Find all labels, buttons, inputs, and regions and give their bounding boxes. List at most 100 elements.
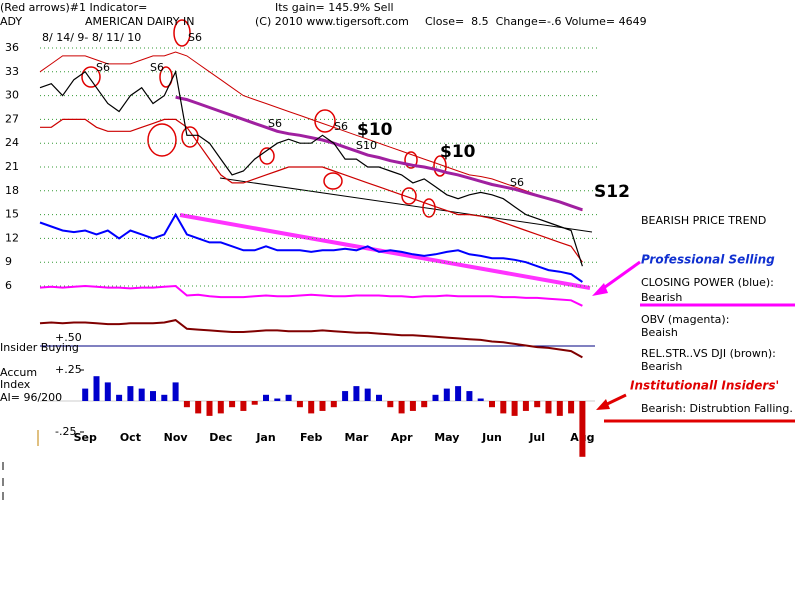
y-tick-label: -.25 [55,425,76,438]
bar [251,401,258,405]
arrow-head [596,399,610,410]
series-line [39,69,583,267]
bar [421,401,428,408]
signal-label: S6 [268,117,282,130]
bar [534,401,541,408]
y-tick-label: 33 [5,65,19,78]
bar [364,388,371,401]
bar [229,401,236,408]
bar [263,394,269,401]
x-tick-label: Nov [164,431,189,444]
series-line [39,284,583,307]
x-tick-label: Feb [300,431,323,444]
bar [522,401,529,411]
x-tick-label: Oct [120,431,141,444]
bar [104,382,111,401]
bar [511,401,518,416]
x-tick-label: Jan [255,431,275,444]
signal-label: $10 [440,142,476,162]
bar [285,394,292,401]
bar [217,401,224,414]
side-note: REL.STR..VS DJI (brown): [641,347,776,360]
series-line [39,51,583,212]
series-line [39,212,583,283]
bar [172,382,179,401]
bar [240,401,247,411]
side-note: CLOSING POWER (blue): [641,276,774,289]
series-line [40,118,583,263]
x-tick-label: Apr [391,431,413,444]
y-tick-label: 6 [5,279,12,292]
left-label: Insider Buying [0,341,79,354]
signal-label: S12 [594,182,630,202]
y-tick-label: 9 [5,255,12,268]
bar [206,401,213,416]
header-text: AMERICAN DAIRY IN [85,15,194,28]
y-tick-label: 24 [5,136,19,149]
x-tick-label: Mar [345,431,369,444]
y-tick-label: 27 [5,112,19,125]
bar [296,401,303,408]
bar [568,401,575,414]
header-text: (C) 2010 www.tigersoft.com [255,15,409,28]
signal-label: S6 [510,176,524,189]
header-text: Its gain= 145.9% Sell [275,1,394,14]
y-tick-label: 12 [5,231,19,244]
bar [556,401,563,416]
bar [127,386,134,401]
bar [150,391,156,401]
bar [195,401,202,414]
y-tick-label: 21 [5,160,19,173]
side-note: Bearish: Distrubtion Falling. [641,402,793,415]
y-tick-label: +.25 [55,363,82,376]
left-label: +.50 [55,331,82,344]
signal-label: S6 [188,31,202,44]
signal-label: S10 [356,139,377,152]
bar [116,394,123,401]
side-note: Professional Selling [641,253,775,267]
bar [308,401,315,414]
header-text: 8/ 14/ 9- 8/ 11/ 10 [42,31,141,44]
bar [455,386,462,401]
bar [353,386,360,401]
bar [138,388,145,401]
bar [500,401,507,414]
bar [161,394,168,401]
bar [387,401,394,408]
arrow-head [592,283,608,296]
side-note: Bearish [641,291,682,304]
left-label: Accum [0,366,37,379]
bar [443,388,450,401]
bar [82,388,89,401]
header-text: ADY [0,15,22,28]
series-line [39,319,583,359]
bar [489,401,495,408]
bar [409,401,416,411]
y-tick-label: 18 [5,184,19,197]
bar [466,391,473,401]
signal-circles [81,19,447,218]
y-tick-label: 15 [5,208,19,221]
bar [579,401,586,457]
bar [432,394,439,401]
bar [477,398,484,401]
header-text: Close= 8.5 Change=-.6 Volume= 4649 [425,15,647,28]
side-note: OBV (magenta): [641,313,729,326]
side-note: BEARISH PRICE TREND [641,214,766,227]
bar [342,391,349,401]
side-note: Institutionall Insiders' [630,379,779,393]
trend-line [219,177,593,233]
side-note: Bearish [641,360,682,373]
left-label: AI= 96/200 [0,391,62,404]
y-tick-label: 30 [5,89,19,102]
signal-label: $10 [357,120,393,140]
x-tick-label: Jun [481,431,502,444]
bar [398,401,405,414]
x-tick-label: Sep [74,431,97,444]
signal-label: S6 [96,61,110,74]
bar [93,376,100,401]
header-text: (Red arrows)#1 Indicator= [0,1,147,14]
bar [330,401,337,408]
bar [376,394,382,401]
series-line [175,95,583,212]
